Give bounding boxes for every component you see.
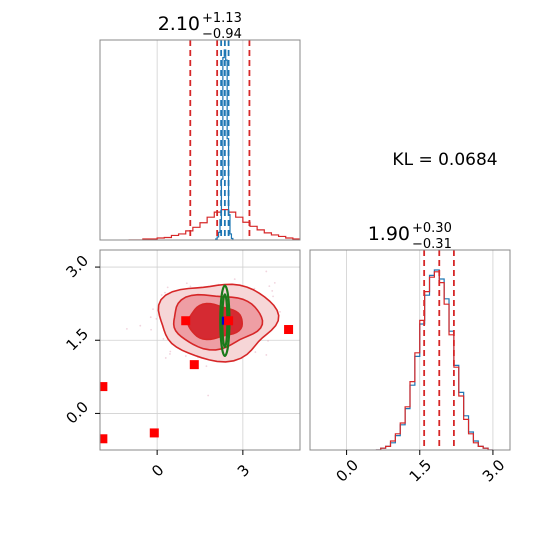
right-xtick-label-2: 3.0 <box>479 456 509 486</box>
joint-red-marker-0 <box>181 316 191 326</box>
joint-sample-point <box>150 328 152 331</box>
joint-sample-point <box>160 294 163 296</box>
joint-sample-point <box>139 324 142 327</box>
right-ticks: 0.0 1.5 3.0 <box>332 450 508 486</box>
title-param-1-plus: +1.13 <box>202 11 242 26</box>
joint-red-marker-4 <box>100 382 108 392</box>
joint-sample-point <box>162 337 165 340</box>
joint-sample-point <box>207 394 210 397</box>
panel-marginal-param-1: 2.10 +1.13 −0.94 <box>99 11 301 241</box>
right-histograms <box>375 250 493 450</box>
joint-sample-point <box>169 350 172 353</box>
title-param-2-plus: +0.30 <box>412 221 452 236</box>
joint-sample-point <box>166 286 169 289</box>
title-param-2-value: 1.90 <box>368 223 410 245</box>
joint-ytick-label-2: 3.0 <box>62 252 92 282</box>
title-param-1-value: 2.10 <box>158 13 200 35</box>
joint-sample-point <box>169 353 171 355</box>
joint-sample-point <box>152 308 154 310</box>
joint-sample-point <box>271 290 274 292</box>
joint-sample-point <box>185 282 188 285</box>
joint-sample-point <box>149 316 152 319</box>
joint-sample-point <box>233 278 236 281</box>
joint-sample-point <box>155 317 158 320</box>
joint-sample-point <box>189 285 192 288</box>
right-xtick-label-1: 1.5 <box>406 456 436 486</box>
joint-sample-point <box>164 357 167 359</box>
joint-red-marker-1 <box>224 316 234 326</box>
panel-joint: 0 3 0.0 1.5 3.0 <box>62 249 301 480</box>
joint-sample-point <box>265 354 268 356</box>
joint-red-marker-2 <box>189 360 199 370</box>
joint-sample-point <box>273 281 276 284</box>
title-param-2-minus: −0.31 <box>412 237 452 252</box>
joint-xtick-label-1: 3 <box>234 461 253 480</box>
joint-red-marker-5 <box>149 428 159 438</box>
joint-sample-point <box>272 295 274 298</box>
joint-sample-point <box>254 351 257 353</box>
joint-ytick-label-1: 1.5 <box>62 325 92 355</box>
joint-xtick-label-0: 0 <box>148 461 167 480</box>
joint-sample-point <box>267 340 269 342</box>
title-param-1-minus: −0.94 <box>202 27 242 42</box>
top-grid <box>156 40 244 240</box>
joint-red-marker-6 <box>100 434 108 444</box>
joint-ytick-label-0: 0.0 <box>62 398 92 428</box>
panel-marginal-param-2: 0.0 1.5 3.0 1.90 +0.30 −0.31 <box>309 221 511 486</box>
right-histogram-1 <box>375 271 493 450</box>
joint-sample-point <box>253 287 256 290</box>
kl-divergence-label: KL = 0.0684 <box>392 150 497 170</box>
right-xtick-label-0: 0.0 <box>332 456 362 486</box>
joint-sample-point <box>205 365 208 368</box>
joint-sample-point <box>268 285 271 287</box>
joint-red-marker-3 <box>284 325 294 335</box>
joint-sample-point <box>265 270 268 273</box>
joint-sample-point <box>125 327 128 330</box>
top-histograms <box>128 40 300 240</box>
joint-sample-point <box>184 355 187 357</box>
joint-contours <box>84 270 294 444</box>
joint-sample-point <box>164 291 166 294</box>
joint-sample-point <box>279 310 281 313</box>
joint-sample-point <box>84 299 86 301</box>
